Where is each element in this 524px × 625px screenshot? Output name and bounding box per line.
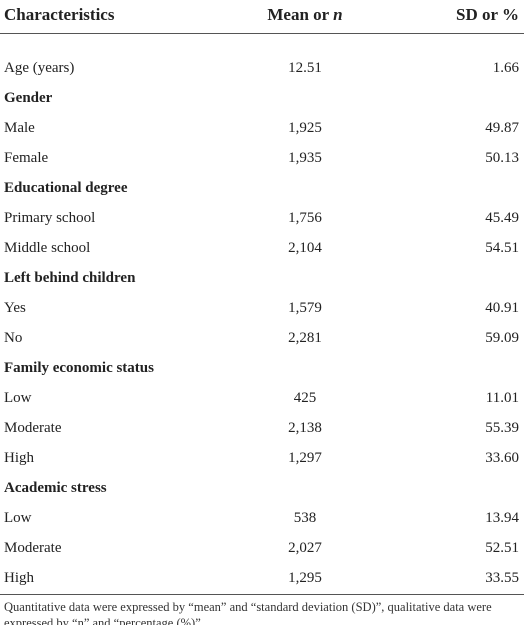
row-value: 2,138 — [288, 420, 322, 436]
section-label: Educational degree — [4, 180, 128, 196]
row-value: 1,295 — [288, 570, 322, 586]
header-text: n — [333, 5, 343, 24]
section-label: Gender — [4, 90, 53, 106]
header-text: Mean or — [267, 5, 334, 24]
row-label: Low — [4, 510, 32, 526]
row-value: 1.66 — [492, 60, 519, 76]
section-label: Left behind children — [4, 270, 136, 286]
row-label: High — [4, 570, 34, 586]
row-value: 52.51 — [485, 540, 519, 556]
row-value: 12.51 — [288, 60, 322, 76]
row-value: 59.09 — [485, 330, 519, 346]
row-value: 13.94 — [485, 510, 519, 526]
section-label: Family economic status — [4, 360, 154, 376]
header-cell: Mean or n — [205, 5, 405, 25]
row-label: Yes — [4, 300, 26, 316]
row-value: 1,935 — [288, 150, 322, 166]
row-label: Middle school — [4, 240, 91, 256]
row-label: Male — [4, 120, 35, 136]
header-text: Characteristics — [4, 5, 115, 24]
row-value: 33.55 — [485, 570, 519, 586]
footnote: Quantitative data were expressed by “mea… — [4, 600, 492, 625]
row-value: 425 — [293, 390, 317, 406]
row-value: 40.91 — [485, 300, 519, 316]
header-rule — [0, 33, 524, 34]
row-value: 2,027 — [288, 540, 322, 556]
row-label: High — [4, 450, 34, 466]
row-value: 55.39 — [485, 420, 519, 436]
bottom-rule — [0, 594, 524, 595]
row-label: Female — [4, 150, 49, 166]
row-value: 54.51 — [485, 240, 519, 256]
row-value: 50.13 — [485, 150, 519, 166]
row-value: 11.01 — [485, 390, 519, 406]
row-label: Moderate — [4, 540, 62, 556]
header-cell: Characteristics — [4, 5, 114, 25]
row-label: No — [4, 330, 23, 346]
row-label: Low — [4, 390, 32, 406]
row-value: 1,925 — [288, 120, 322, 136]
row-label: Moderate — [4, 420, 62, 436]
row-value: 2,281 — [288, 330, 322, 346]
header-text: SD or % — [456, 5, 519, 24]
header-cell: SD or % — [456, 5, 519, 25]
row-value: 49.87 — [485, 120, 519, 136]
row-label: Primary school — [4, 210, 96, 226]
row-label: Age (years) — [4, 60, 75, 76]
row-value: 1,297 — [288, 450, 322, 466]
row-value: 33.60 — [485, 450, 519, 466]
row-value: 1,756 — [288, 210, 322, 226]
section-label: Academic stress — [4, 480, 107, 496]
row-value: 538 — [293, 510, 317, 526]
row-value: 1,579 — [288, 300, 322, 316]
row-value: 2,104 — [288, 240, 322, 256]
row-value: 45.49 — [485, 210, 519, 226]
